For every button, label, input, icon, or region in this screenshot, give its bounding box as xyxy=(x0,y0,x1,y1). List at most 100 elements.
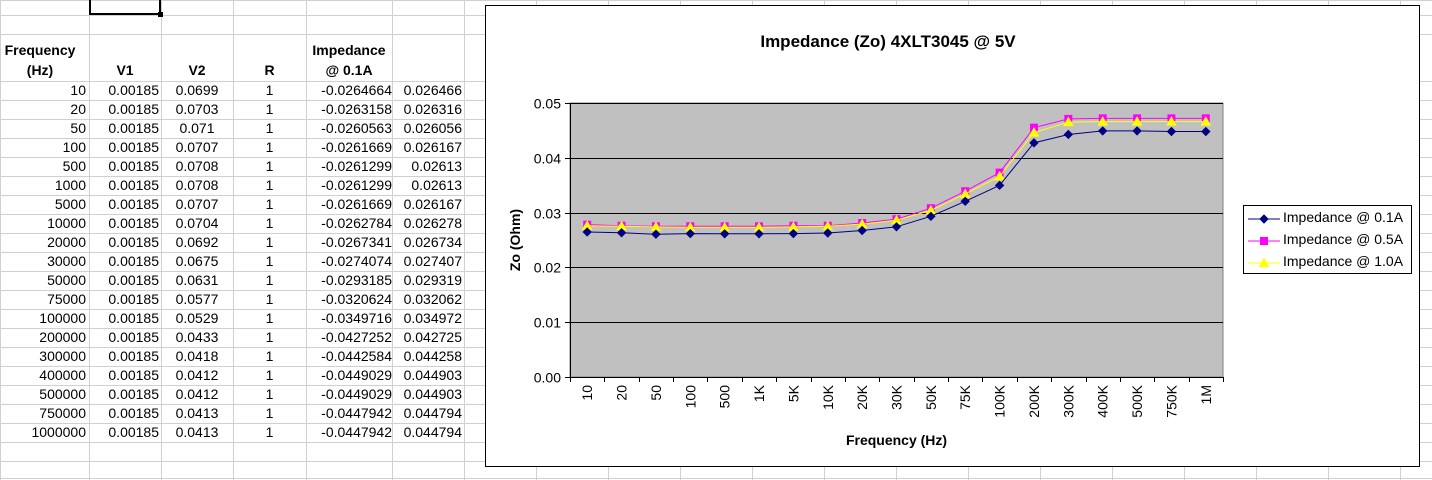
cell-v1[interactable]: 0.00185 xyxy=(108,196,159,212)
legend-item[interactable]: Impedance @ 1.0A xyxy=(1244,252,1412,274)
cell-impedance-abs[interactable]: 0.029319 xyxy=(403,272,462,288)
cell-impedance-abs[interactable]: 0.02613 xyxy=(411,177,462,193)
cell-v1[interactable]: 0.00185 xyxy=(108,405,159,421)
cell-frequency[interactable]: 30000 xyxy=(47,253,86,269)
cell-v1[interactable]: 0.00185 xyxy=(108,177,159,193)
legend-item[interactable]: Impedance @ 0.1A xyxy=(1244,208,1412,230)
cell-impedance-abs[interactable]: 0.044258 xyxy=(403,348,462,364)
cell-v2[interactable]: 0.0708 xyxy=(175,158,219,174)
cell-frequency[interactable]: 100000 xyxy=(39,310,86,326)
cell-r[interactable]: 1 xyxy=(265,291,274,307)
header-impedance[interactable]: Impedance xyxy=(312,42,386,58)
cell-impedance-raw[interactable]: -0.0262784 xyxy=(321,215,392,231)
cell-frequency[interactable]: 75000 xyxy=(47,291,86,307)
cell-impedance-abs[interactable]: 0.032062 xyxy=(403,291,462,307)
cell-r[interactable]: 1 xyxy=(265,177,274,193)
cell-v1[interactable]: 0.00185 xyxy=(108,329,159,345)
cell-frequency[interactable]: 500000 xyxy=(39,386,86,402)
cell-impedance-abs[interactable]: 0.026167 xyxy=(403,196,462,212)
cell-frequency[interactable]: 20 xyxy=(70,101,86,117)
cell-v1[interactable]: 0.00185 xyxy=(108,310,159,326)
cell-v1[interactable]: 0.00185 xyxy=(108,348,159,364)
cell-frequency[interactable]: 50 xyxy=(70,120,86,136)
chart-legend[interactable]: Impedance @ 0.1A Impedance @ 0.5A Impedanc… xyxy=(1243,205,1412,274)
cell-impedance-abs[interactable]: 0.044794 xyxy=(403,405,462,421)
cell-r[interactable]: 1 xyxy=(265,253,274,269)
cell-v1[interactable]: 0.00185 xyxy=(108,386,159,402)
cell-r[interactable]: 1 xyxy=(265,424,274,440)
cell-impedance-abs[interactable]: 0.026734 xyxy=(403,234,462,250)
cell-v2[interactable]: 0.0707 xyxy=(175,139,219,155)
cell-frequency[interactable]: 200000 xyxy=(39,329,86,345)
cell-frequency[interactable]: 5000 xyxy=(54,196,86,212)
cell-v2[interactable]: 0.0529 xyxy=(175,310,219,326)
cell-r[interactable]: 1 xyxy=(265,310,274,326)
cell-v2[interactable]: 0.0631 xyxy=(175,272,219,288)
cell-v2[interactable]: 0.0412 xyxy=(175,386,219,402)
cell-v2[interactable]: 0.0708 xyxy=(175,177,219,193)
cell-frequency[interactable]: 400000 xyxy=(39,367,86,383)
cell-impedance-raw[interactable]: -0.0449029 xyxy=(321,386,392,402)
cell-impedance-abs[interactable]: 0.026316 xyxy=(403,101,462,117)
cell-frequency[interactable]: 300000 xyxy=(39,348,86,364)
cell-impedance-abs[interactable]: 0.027407 xyxy=(403,253,462,269)
cell-r[interactable]: 1 xyxy=(265,215,274,231)
cell-impedance-raw[interactable]: -0.0264664 xyxy=(321,82,392,98)
cell-r[interactable]: 1 xyxy=(265,101,274,117)
cell-impedance-raw[interactable]: -0.0261299 xyxy=(321,177,392,193)
cell-frequency[interactable]: 50000 xyxy=(47,272,86,288)
cell-r[interactable]: 1 xyxy=(265,329,274,345)
cell-frequency[interactable]: 10000 xyxy=(47,215,86,231)
cell-v1[interactable]: 0.00185 xyxy=(108,367,159,383)
cell-r[interactable]: 1 xyxy=(265,120,274,136)
cell-impedance-raw[interactable]: -0.0293185 xyxy=(321,272,392,288)
cell-impedance-raw[interactable]: -0.0449029 xyxy=(321,367,392,383)
cell-v1[interactable]: 0.00185 xyxy=(108,234,159,250)
cell-v2[interactable]: 0.0704 xyxy=(175,215,219,231)
cell-r[interactable]: 1 xyxy=(265,234,274,250)
cell-impedance-raw[interactable]: -0.0447942 xyxy=(321,424,392,440)
cell-frequency[interactable]: 500 xyxy=(62,158,86,174)
cell-impedance-abs[interactable]: 0.026056 xyxy=(403,120,462,136)
cell-impedance-abs[interactable]: 0.026278 xyxy=(403,215,462,231)
cell-impedance-raw[interactable]: -0.0274074 xyxy=(321,253,392,269)
cell-v1[interactable]: 0.00185 xyxy=(108,253,159,269)
legend-item[interactable]: Impedance @ 0.5A xyxy=(1244,230,1412,252)
header-frequency[interactable]: Frequency xyxy=(4,42,76,58)
cell-v2[interactable]: 0.0413 xyxy=(175,405,219,421)
cell-r[interactable]: 1 xyxy=(265,348,274,364)
cell-r[interactable]: 1 xyxy=(265,82,274,98)
cell-frequency[interactable]: 20000 xyxy=(47,234,86,250)
header-impedance-current[interactable]: @ 0.1A xyxy=(325,62,373,78)
cell-v2[interactable]: 0.0675 xyxy=(175,253,219,269)
cell-r[interactable]: 1 xyxy=(265,158,274,174)
cell-frequency[interactable]: 10 xyxy=(70,82,86,98)
cell-v2[interactable]: 0.0577 xyxy=(175,291,219,307)
cell-r[interactable]: 1 xyxy=(265,139,274,155)
cell-frequency[interactable]: 1000 xyxy=(54,177,86,193)
cell-v2[interactable]: 0.0692 xyxy=(175,234,219,250)
cell-frequency[interactable]: 100 xyxy=(62,139,86,155)
cell-impedance-raw[interactable]: -0.0261299 xyxy=(321,158,392,174)
cell-r[interactable]: 1 xyxy=(265,196,274,212)
cell-v2[interactable]: 0.071 xyxy=(179,120,215,136)
cell-impedance-raw[interactable]: -0.0427252 xyxy=(321,329,392,345)
cell-impedance-raw[interactable]: -0.0261669 xyxy=(321,139,392,155)
cell-v1[interactable]: 0.00185 xyxy=(108,291,159,307)
header-v1[interactable]: V1 xyxy=(116,62,134,78)
cell-frequency[interactable]: 1000000 xyxy=(31,424,86,440)
cell-r[interactable]: 1 xyxy=(265,386,274,402)
cell-impedance-raw[interactable]: -0.0349716 xyxy=(321,310,392,326)
cell-v1[interactable]: 0.00185 xyxy=(108,424,159,440)
cell-v2[interactable]: 0.0412 xyxy=(175,367,219,383)
header-v2[interactable]: V2 xyxy=(188,62,206,78)
cell-impedance-raw[interactable]: -0.0263158 xyxy=(321,101,392,117)
cell-impedance-abs[interactable]: 0.044794 xyxy=(403,424,462,440)
impedance-chart[interactable]: Impedance (Zo) 4XLT3045 @ 5V 0.00 0.01 0.02… xyxy=(485,5,1420,467)
cell-frequency[interactable]: 750000 xyxy=(39,405,86,421)
cell-v1[interactable]: 0.00185 xyxy=(108,120,159,136)
cell-v1[interactable]: 0.00185 xyxy=(108,215,159,231)
cell-impedance-raw[interactable]: -0.0447942 xyxy=(321,405,392,421)
fill-handle[interactable] xyxy=(158,12,163,17)
cell-v1[interactable]: 0.00185 xyxy=(108,101,159,117)
